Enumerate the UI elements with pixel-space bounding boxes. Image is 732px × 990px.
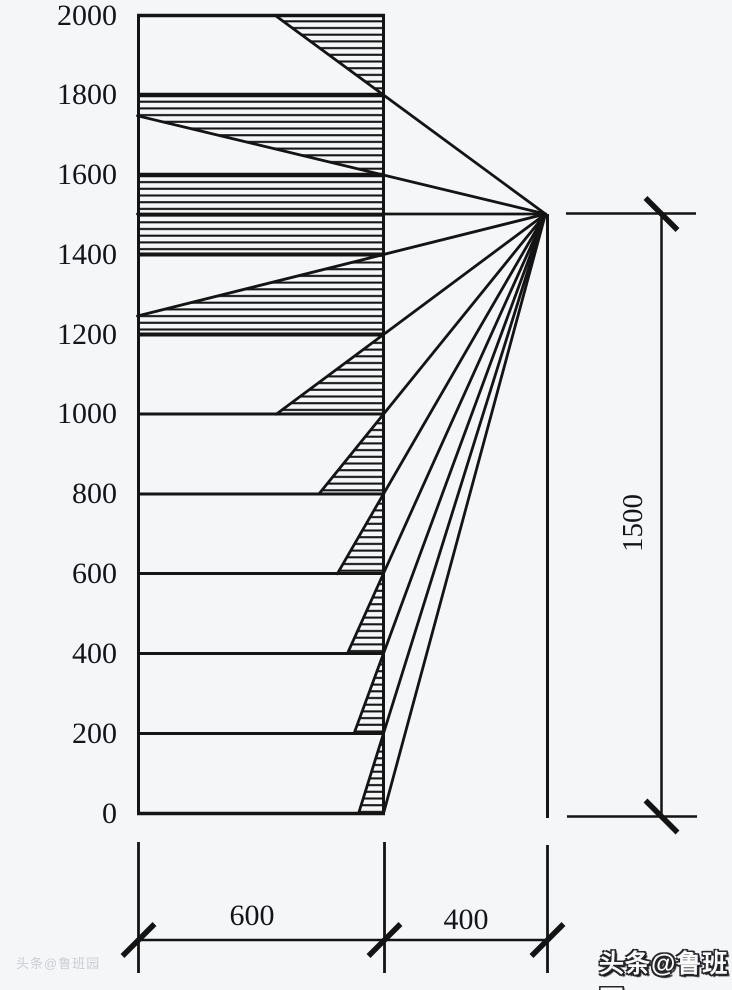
sight-line-800 bbox=[335, 212, 547, 576]
axis-label-1800: 1800 bbox=[57, 78, 117, 111]
axis-label-1400: 1400 bbox=[57, 237, 117, 271]
sight-line-400 bbox=[352, 212, 547, 735]
sight-line-1200 bbox=[274, 212, 547, 416]
sight-line-1800 bbox=[273, 14, 547, 216]
axis-label-1600: 1600 bbox=[57, 158, 117, 191]
dimension-right bbox=[566, 196, 697, 835]
dim-bottom-tick-observer bbox=[529, 922, 566, 958]
dim-bottom-tick-front bbox=[366, 922, 403, 958]
hatch-band-1800-1600 bbox=[137, 95, 384, 175]
dim-label-shelf-depth: 600 bbox=[229, 899, 275, 932]
axis-label-2000: 2000 bbox=[57, 0, 117, 32]
axis-label-600: 600 bbox=[72, 556, 117, 590]
watermark-faint: 头条@鲁班园 bbox=[16, 956, 101, 971]
axis-label-0: 0 bbox=[102, 796, 117, 830]
sight-line-1400 bbox=[136, 212, 547, 318]
sight-line-0 bbox=[382, 212, 547, 815]
sight-line-1600 bbox=[136, 114, 547, 216]
axis-label-1000: 1000 bbox=[57, 397, 117, 430]
axis-label-800: 800 bbox=[72, 477, 117, 510]
hatch-band-1400-1200 bbox=[137, 254, 384, 335]
dim-bottom-tick-back bbox=[120, 922, 157, 958]
dim-right-tick-top bbox=[643, 196, 680, 232]
dimension-bottom bbox=[120, 842, 566, 973]
axis-label-400: 400 bbox=[72, 636, 117, 670]
sight-line-200 bbox=[357, 212, 547, 815]
dim-label-eye-height: 1500 bbox=[617, 494, 649, 552]
axis-label-200: 200 bbox=[72, 716, 117, 750]
sight-line-600 bbox=[346, 212, 547, 655]
dim-right-tick-bottom bbox=[643, 798, 680, 835]
sight-lines bbox=[136, 14, 547, 815]
axis-label-1200: 1200 bbox=[57, 317, 117, 351]
sight-line-1000 bbox=[317, 212, 547, 496]
watermark-bold: 头条@鲁班园 bbox=[599, 950, 729, 990]
dim-label-viewing-distance: 400 bbox=[443, 903, 489, 936]
